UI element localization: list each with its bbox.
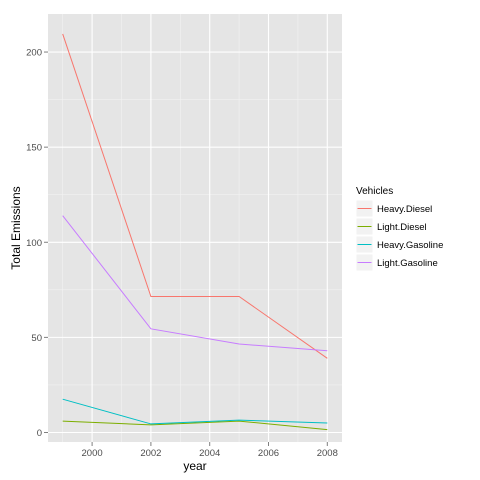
major-grid <box>48 14 342 442</box>
legend: Vehicles Heavy.Diesel Light.Diesel Heavy.G… <box>355 186 443 272</box>
legend-title: Vehicles <box>356 186 393 197</box>
x-tick-label: 2008 <box>317 448 338 459</box>
series-line-heavy-diesel <box>62 33 328 359</box>
y-axis: 0 50 100 150 200 <box>26 48 48 439</box>
y-tick-label: 100 <box>26 238 42 249</box>
series-line-light-gasoline <box>62 215 328 352</box>
y-axis-title: Total Emissions <box>9 186 23 269</box>
x-axis: 2000 2002 2004 2006 2008 <box>82 442 338 459</box>
x-tick-label: 2002 <box>140 448 161 459</box>
x-tick-label: 2006 <box>258 448 279 459</box>
x-axis-title: year <box>183 459 206 473</box>
minor-grid <box>48 14 342 442</box>
series-line-heavy-gasoline <box>62 398 328 425</box>
plot-panel <box>48 14 342 442</box>
y-tick-label: 150 <box>26 143 42 154</box>
y-tick-label: 0 <box>37 428 42 439</box>
x-tick-label: 2000 <box>82 448 103 459</box>
legend-label: Light.Gasoline <box>377 258 438 269</box>
legend-label: Heavy.Diesel <box>377 204 432 215</box>
legend-label: Light.Diesel <box>377 222 427 233</box>
legend-label: Heavy.Gasoline <box>377 240 443 251</box>
y-tick-label: 200 <box>26 48 42 59</box>
series-line-light-diesel <box>62 420 328 431</box>
series-layer <box>62 33 328 431</box>
legend-items: Heavy.Diesel Light.Diesel Heavy.Gasoline Li… <box>355 199 443 272</box>
y-tick-label: 50 <box>31 333 42 344</box>
x-tick-label: 2004 <box>199 448 220 459</box>
